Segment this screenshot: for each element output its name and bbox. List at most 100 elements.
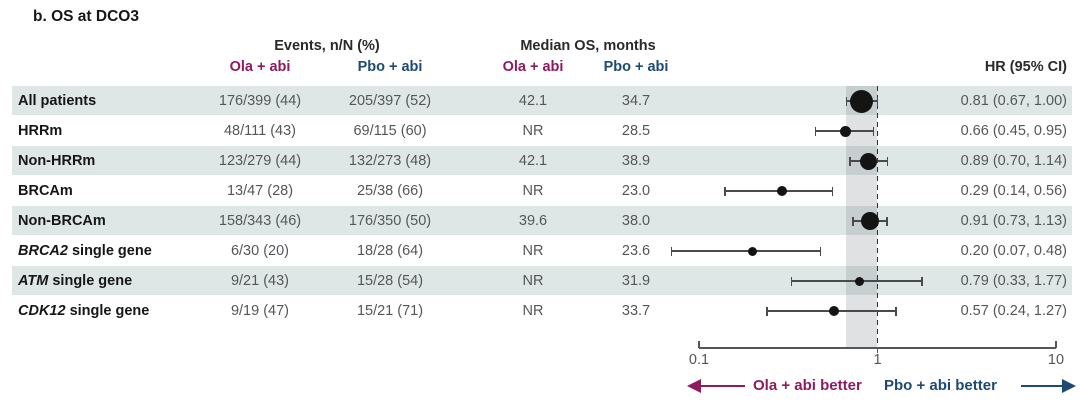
events-pbo-cell: 205/397 (52) <box>348 93 432 109</box>
row-label: CDK12 single gene <box>18 296 149 326</box>
median-ola-subheader: Ola + abi <box>502 59 564 75</box>
median-ola-cell: 42.1 <box>518 93 548 109</box>
hr-ci-cell: 0.89 (0.70, 1.14) <box>960 153 1067 169</box>
events-pbo-cell: 15/28 (54) <box>356 273 424 289</box>
row-label-text: single gene <box>67 243 152 259</box>
table-row: BRCA2 single gene 6/30 (20) 18/28 (64) N… <box>0 236 1080 266</box>
x-tick-label-1: 1 <box>873 352 882 368</box>
median-ola-cell: NR <box>522 273 544 289</box>
ci-cap-high <box>876 96 879 106</box>
events-group-header: Events, n/N (%) <box>274 38 380 54</box>
hr-ci-header: HR (95% CI) <box>984 59 1067 75</box>
pbo-better-arrow-line <box>1021 385 1063 388</box>
ci-cap-low <box>849 156 851 166</box>
median-os-group-header: Median OS, months <box>520 38 656 54</box>
events-pbo-cell: 176/350 (50) <box>348 213 432 229</box>
row-label: HRRm <box>18 116 62 146</box>
ola-better-label: Ola + abi better <box>753 377 862 394</box>
events-ola-cell: 48/111 (43) <box>223 123 296 139</box>
row-shade <box>12 206 1072 235</box>
row-shade <box>12 146 1072 175</box>
ola-better-arrow-line <box>699 385 745 388</box>
events-ola-subheader: Ola + abi <box>229 59 291 75</box>
pbo-better-arrow-icon <box>1062 379 1076 393</box>
hr-ci-cell: 0.79 (0.33, 1.77) <box>960 273 1067 289</box>
ci-cap-high <box>831 186 834 196</box>
hr-ci-cell: 0.66 (0.45, 0.95) <box>960 123 1067 139</box>
table-row: BRCAm 13/47 (28) 25/38 (66) NR 23.0 0.29… <box>0 176 1080 206</box>
events-ola-cell: 6/30 (20) <box>230 243 290 259</box>
events-pbo-subheader: Pbo + abi <box>357 59 423 75</box>
median-pbo-cell: 28.5 <box>621 123 651 139</box>
ci-cap-low <box>766 306 768 316</box>
median-ola-cell: 39.6 <box>518 213 548 229</box>
median-pbo-subheader: Pbo + abi <box>603 59 669 75</box>
events-ola-cell: 158/343 (46) <box>218 213 302 229</box>
ci-cap-high <box>921 276 923 286</box>
median-ola-cell: NR <box>522 183 544 199</box>
table-row: CDK12 single gene 9/19 (47) 15/21 (71) N… <box>0 296 1080 326</box>
hr-point-marker <box>748 246 758 256</box>
figure-title: b. OS at DCO3 <box>33 8 139 25</box>
events-ola-cell: 123/279 (44) <box>218 153 302 169</box>
x-axis-tick-min <box>698 341 700 348</box>
events-ola-cell: 176/399 (44) <box>218 93 302 109</box>
ci-cap-low <box>724 186 726 196</box>
row-shade <box>12 86 1072 115</box>
row-label: Non-BRCAm <box>18 206 106 236</box>
hr-ci-cell: 0.29 (0.14, 0.56) <box>960 183 1067 199</box>
median-pbo-cell: 33.7 <box>621 303 651 319</box>
median-pbo-cell: 38.0 <box>621 213 651 229</box>
median-ola-cell: 42.1 <box>518 153 548 169</box>
hr-ci-cell: 0.81 (0.67, 1.00) <box>960 93 1067 109</box>
table-row: All patients 176/399 (44) 205/397 (52) 4… <box>0 86 1080 116</box>
median-pbo-cell: 23.6 <box>621 243 651 259</box>
ci-cap-low <box>814 126 817 136</box>
events-pbo-cell: 15/21 (71) <box>356 303 424 319</box>
hr-ci-cell: 0.57 (0.24, 1.27) <box>960 303 1067 319</box>
row-label-text: single gene <box>65 303 150 319</box>
events-ola-cell: 9/21 (43) <box>230 273 290 289</box>
hr-point-marker <box>776 186 787 196</box>
ci-cap-high <box>819 246 822 256</box>
row-label-gene: ATM <box>18 273 49 289</box>
x-axis-tick-mid <box>876 347 879 353</box>
ola-better-arrow-icon <box>687 379 701 393</box>
row-label-gene: CDK12 <box>18 303 66 319</box>
hr-point-marker <box>861 212 880 230</box>
hr-point-marker <box>859 152 877 170</box>
row-label-text: HRRm <box>18 123 63 139</box>
row-label-gene: BRCA2 <box>18 243 68 259</box>
row-label-text: single gene <box>48 273 133 289</box>
median-pbo-cell: 38.9 <box>621 153 651 169</box>
hr-point-marker <box>854 276 864 286</box>
events-ola-cell: 13/47 (28) <box>226 183 294 199</box>
row-label-text: All patients <box>18 93 97 109</box>
row-label: All patients <box>18 86 96 116</box>
ci-cap-high <box>895 306 897 316</box>
hr-point-marker <box>849 89 873 113</box>
table-row: HRRm 48/111 (43) 69/115 (60) NR 28.5 0.6… <box>0 116 1080 146</box>
x-tick-label-0-1: 0.1 <box>688 352 710 368</box>
hr-point-marker <box>828 306 839 316</box>
pbo-better-label: Pbo + abi better <box>884 377 997 394</box>
ci-cap-high <box>886 156 889 166</box>
events-pbo-cell: 18/28 (64) <box>356 243 424 259</box>
median-ola-cell: NR <box>522 243 544 259</box>
median-ola-cell: NR <box>522 303 544 319</box>
events-ola-cell: 9/19 (47) <box>230 303 290 319</box>
row-label: BRCA2 single gene <box>18 236 152 266</box>
row-label: Non-HRRm <box>18 146 95 176</box>
row-label-text: BRCAm <box>18 183 73 199</box>
ci-cap-high <box>886 216 888 226</box>
subgroup-table: All patients 176/399 (44) 205/397 (52) 4… <box>0 86 1080 326</box>
ci-cap-high <box>872 126 875 136</box>
median-pbo-cell: 23.0 <box>621 183 651 199</box>
hr-ci-cell: 0.20 (0.07, 0.48) <box>960 243 1067 259</box>
median-ola-cell: NR <box>522 123 544 139</box>
x-axis-tick-max <box>1055 341 1057 348</box>
median-pbo-cell: 31.9 <box>621 273 651 289</box>
events-pbo-cell: 69/115 (60) <box>353 123 427 139</box>
